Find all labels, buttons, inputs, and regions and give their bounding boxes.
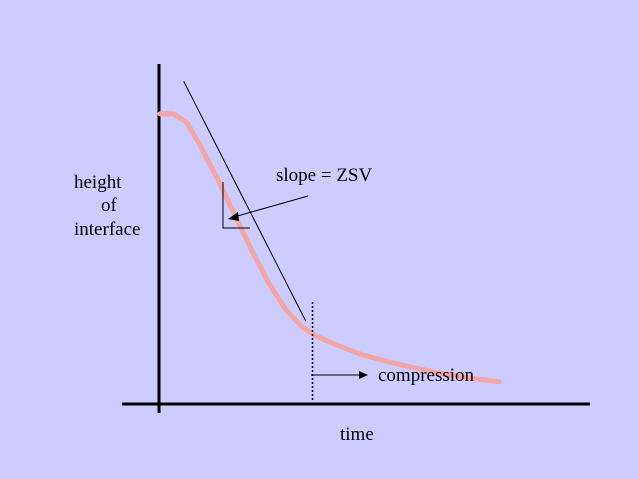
slope-arrowhead xyxy=(228,212,239,221)
y-axis-label-line-1: height xyxy=(74,172,122,193)
y-axis-label-line-3: interface xyxy=(74,219,140,240)
slope-annotation: slope = ZSV xyxy=(276,165,372,186)
compression-arrowhead xyxy=(359,371,368,379)
compression-annotation: compression xyxy=(378,365,475,386)
settling-curve xyxy=(157,111,502,385)
y-axis-label-line-2: of xyxy=(101,195,118,216)
x-axis-label: time xyxy=(340,424,374,445)
tangent-line xyxy=(183,81,307,322)
slope-triangle xyxy=(222,182,250,229)
slope-arrow xyxy=(233,195,309,218)
